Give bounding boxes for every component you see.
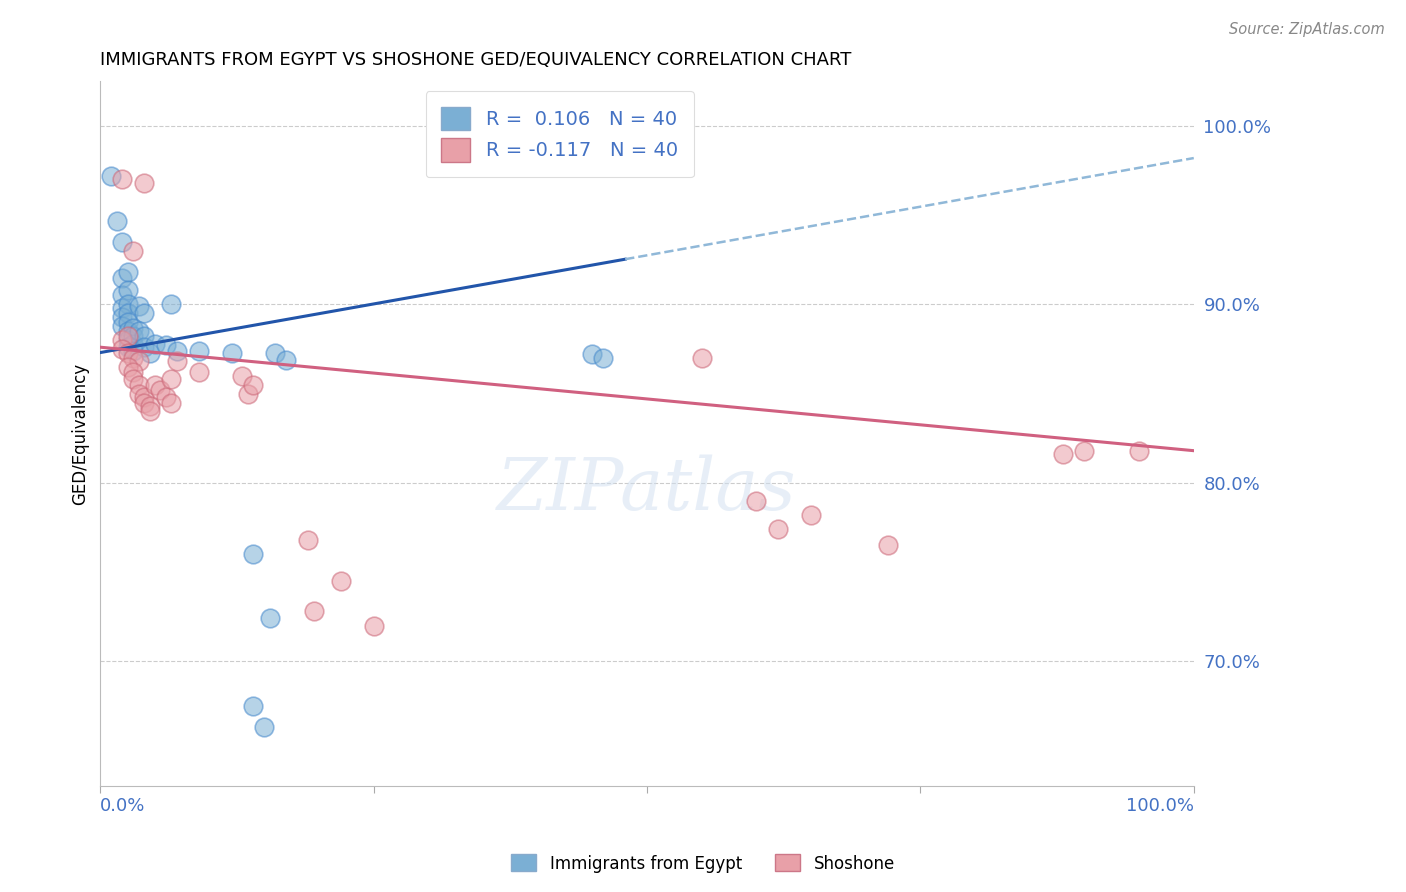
Point bbox=[128, 386, 150, 401]
Point bbox=[155, 390, 177, 404]
Point bbox=[264, 345, 287, 359]
Point bbox=[138, 345, 160, 359]
Point bbox=[117, 306, 139, 320]
Point bbox=[143, 377, 166, 392]
Point bbox=[231, 368, 253, 383]
Point bbox=[132, 390, 155, 404]
Point bbox=[242, 698, 264, 713]
Point bbox=[111, 235, 134, 249]
Point bbox=[242, 547, 264, 561]
Point bbox=[100, 169, 122, 183]
Text: ZIPatlas: ZIPatlas bbox=[498, 455, 797, 525]
Point bbox=[122, 320, 145, 334]
Point bbox=[132, 395, 155, 409]
Point bbox=[128, 377, 150, 392]
Legend: R =  0.106   N = 40, R = -0.117   N = 40: R = 0.106 N = 40, R = -0.117 N = 40 bbox=[426, 91, 693, 178]
Point bbox=[1073, 443, 1095, 458]
Text: 100.0%: 100.0% bbox=[1126, 797, 1194, 814]
Text: 0.0%: 0.0% bbox=[100, 797, 146, 814]
Point bbox=[187, 343, 209, 358]
Point bbox=[111, 301, 134, 315]
Point bbox=[111, 172, 134, 186]
Point bbox=[253, 720, 276, 734]
Point bbox=[297, 533, 319, 547]
Point bbox=[242, 377, 264, 392]
Point bbox=[128, 324, 150, 338]
Point bbox=[117, 345, 139, 359]
Point bbox=[768, 522, 790, 536]
Point bbox=[117, 265, 139, 279]
Y-axis label: GED/Equivalency: GED/Equivalency bbox=[72, 363, 89, 505]
Point bbox=[122, 244, 145, 258]
Point bbox=[155, 338, 177, 352]
Point bbox=[111, 288, 134, 302]
Point bbox=[111, 333, 134, 347]
Point bbox=[160, 372, 183, 386]
Point bbox=[111, 310, 134, 324]
Point bbox=[259, 611, 281, 625]
Legend: Immigrants from Egypt, Shoshone: Immigrants from Egypt, Shoshone bbox=[505, 847, 901, 880]
Point bbox=[122, 329, 145, 343]
Point bbox=[111, 318, 134, 333]
Point bbox=[363, 618, 385, 632]
Point bbox=[111, 270, 134, 285]
Point bbox=[117, 359, 139, 374]
Point bbox=[160, 297, 183, 311]
Point bbox=[1128, 443, 1150, 458]
Point bbox=[117, 283, 139, 297]
Point bbox=[128, 299, 150, 313]
Point bbox=[122, 372, 145, 386]
Point bbox=[117, 315, 139, 329]
Point bbox=[122, 336, 145, 351]
Point bbox=[1052, 447, 1074, 461]
Point bbox=[117, 340, 139, 354]
Point bbox=[581, 347, 603, 361]
Point bbox=[138, 399, 160, 413]
Point bbox=[122, 365, 145, 379]
Point bbox=[236, 386, 259, 401]
Text: IMMIGRANTS FROM EGYPT VS SHOSHONE GED/EQUIVALENCY CORRELATION CHART: IMMIGRANTS FROM EGYPT VS SHOSHONE GED/EQ… bbox=[100, 51, 852, 69]
Point bbox=[132, 329, 155, 343]
Point bbox=[132, 176, 155, 190]
Point bbox=[143, 336, 166, 351]
Point bbox=[221, 345, 243, 359]
Point bbox=[592, 351, 614, 365]
Point bbox=[800, 508, 823, 522]
Point bbox=[117, 297, 139, 311]
Point bbox=[187, 365, 209, 379]
Text: Source: ZipAtlas.com: Source: ZipAtlas.com bbox=[1229, 22, 1385, 37]
Point bbox=[117, 329, 139, 343]
Point bbox=[876, 538, 898, 552]
Point bbox=[166, 354, 188, 368]
Point bbox=[166, 343, 188, 358]
Point bbox=[111, 342, 134, 356]
Point bbox=[302, 604, 325, 618]
Point bbox=[690, 351, 713, 365]
Point bbox=[117, 324, 139, 338]
Point bbox=[745, 493, 768, 508]
Point bbox=[132, 306, 155, 320]
Point bbox=[276, 352, 298, 367]
Point bbox=[132, 340, 155, 354]
Point bbox=[105, 213, 128, 227]
Point bbox=[138, 404, 160, 418]
Point bbox=[149, 383, 172, 397]
Point bbox=[122, 351, 145, 365]
Point bbox=[117, 333, 139, 347]
Point bbox=[160, 395, 183, 409]
Point bbox=[128, 354, 150, 368]
Point bbox=[122, 343, 145, 358]
Point bbox=[329, 574, 352, 588]
